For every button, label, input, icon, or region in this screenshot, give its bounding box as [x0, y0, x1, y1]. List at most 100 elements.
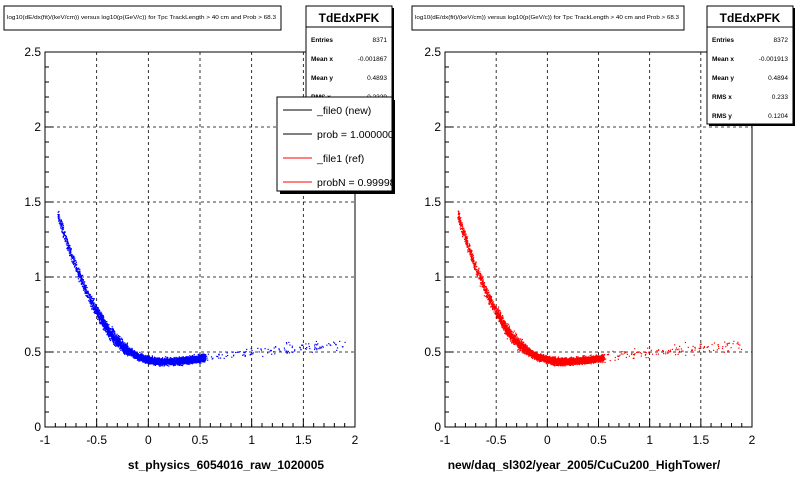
panel-1-scatter-point	[116, 341, 118, 343]
panel-1-scatter-point	[166, 361, 168, 363]
panel-1-scatter-point	[103, 329, 105, 331]
panel-1-scatter-point	[99, 319, 101, 321]
panel-1-scatter-point	[131, 351, 133, 353]
panel-1-scatter-point	[69, 252, 71, 254]
panel-1-scatter-point	[200, 360, 202, 362]
panel-1-scatter-point	[130, 350, 132, 352]
panel-1-stats-label: Entries	[311, 37, 333, 44]
panel-1-scatter-point	[89, 299, 92, 301]
panel-1-scatter-point	[119, 339, 121, 341]
panel-1-scatter-point	[328, 343, 330, 345]
panel-1-legend-label: probN = 0.99998	[317, 177, 396, 189]
panel-1-scatter-point	[61, 226, 63, 228]
panel-1-scatter-point	[172, 362, 174, 364]
panel-1-scatter-point	[152, 359, 154, 361]
panel-1-scatter-point	[63, 238, 66, 240]
panel-1-scatter-point	[125, 351, 127, 353]
panel-1-scatter-point	[123, 351, 126, 353]
panel-1-scatter-point	[135, 357, 137, 359]
panel-1-scatter-point	[87, 293, 90, 295]
panel-1-scatter-point	[151, 360, 153, 362]
panel-1-scatter-point	[136, 355, 138, 357]
panel-1-scatter-point	[154, 364, 156, 366]
panel-1-scatter-point	[142, 354, 144, 356]
panel-1-scatter-point	[186, 356, 188, 358]
panel-1-scatter-point	[299, 347, 301, 349]
panel-1-scatter-point	[159, 360, 161, 362]
panel-1-scatter-point	[123, 348, 125, 350]
panel-1-scatter-point	[302, 344, 304, 346]
panel-1-scatter-point	[170, 363, 172, 365]
panel-1-scatter-point	[117, 337, 119, 339]
panel-1-scatter-point	[102, 315, 104, 317]
panel-1-scatter-point	[184, 357, 186, 359]
panel-1-scatter-point	[154, 362, 156, 364]
panel-2-scatter-point	[522, 351, 524, 353]
panel-1-scatter-point	[98, 321, 101, 323]
panel-1-scatter-point	[124, 344, 126, 346]
panel-1-scatter-point	[156, 361, 159, 363]
panel-2-scatter-point	[578, 358, 580, 360]
panel-1-scatter-point	[195, 360, 197, 362]
panel-1-scatter-point	[136, 356, 138, 359]
panel-1-scatter-point	[104, 329, 106, 331]
panel-1-scatter-point	[93, 298, 95, 300]
panel-1-scatter-point	[83, 287, 85, 290]
panel-1-scatter-point	[102, 319, 104, 321]
panel-1-scatter-point	[134, 353, 136, 355]
panel-1-scatter-point	[188, 362, 190, 364]
panel-1-scatter-point	[126, 352, 128, 354]
panel-1-scatter-point	[94, 309, 96, 311]
panel-1-scatter-point	[178, 357, 180, 359]
panel-1-scatter-point	[71, 260, 73, 262]
panel-1-scatter-point	[84, 291, 86, 293]
panel-1-scatter-point	[130, 351, 132, 353]
panel-1-scatter-point	[305, 343, 307, 345]
panel-1-title: log10(dE/dx(fit)/(keV/cm)) versus log10(…	[7, 15, 276, 21]
panel-1-scatter-point	[199, 358, 202, 360]
panel-1-scatter-point	[145, 360, 147, 362]
panel-1-scatter-point	[162, 362, 164, 364]
panel-1-scatter-point	[95, 312, 97, 314]
panel-1-scatter-point	[151, 362, 153, 364]
panel-1-scatter-point	[73, 266, 76, 268]
panel-2-x-tick-label: 1.5	[692, 433, 709, 447]
panel-1-scatter-point	[182, 357, 184, 359]
panel-1-scatter-point	[85, 289, 87, 291]
panel-1-scatter-point	[161, 365, 163, 367]
panel-1-scatter-point	[99, 323, 101, 325]
panel-1-scatter-point	[102, 321, 104, 323]
panel-1-scatter-point	[83, 285, 85, 287]
panel-1-scatter-point	[109, 332, 111, 334]
panel-1-scatter-point	[103, 324, 105, 326]
panel-1-scatter-point	[203, 354, 205, 356]
panel-1-scatter-point	[185, 362, 187, 364]
panel-1-scatter-point	[191, 359, 193, 361]
panel-1-scatter-point	[122, 346, 124, 348]
panel-1-scatter-point	[72, 261, 74, 263]
panel-1-scatter-point	[123, 349, 125, 351]
panel-1-scatter-point	[116, 337, 118, 339]
panel-1-scatter-point	[124, 353, 126, 355]
panel-1-scatter-point	[151, 362, 153, 365]
panel-1-scatter-point	[98, 318, 100, 320]
panel-1-scatter-point	[139, 354, 141, 356]
panel-1-scatter-point	[70, 258, 72, 260]
panel-1-scatter-point	[318, 348, 320, 350]
panel-1-scatter-point	[75, 270, 77, 272]
panel-1-scatter-point	[120, 338, 122, 340]
panel-1-scatter-point	[153, 358, 156, 360]
panel-1-scatter-point	[112, 334, 114, 336]
panel-1-scatter-point	[190, 356, 192, 358]
panel-1-scatter-point	[122, 351, 124, 353]
panel-1-scatter-point	[125, 346, 128, 348]
panel-1-scatter-point	[193, 361, 195, 363]
panel-1-scatter-point	[163, 361, 165, 363]
panel-1-scatter-point	[146, 356, 148, 358]
panel-1-scatter-point	[151, 355, 153, 357]
panel-1-scatter-point	[108, 333, 111, 335]
panel-1-scatter-point	[174, 357, 177, 359]
panel-1-scatter-point	[102, 322, 105, 324]
panel-1-scatter-point	[155, 358, 157, 360]
panel-1-scatter-point	[115, 342, 117, 344]
